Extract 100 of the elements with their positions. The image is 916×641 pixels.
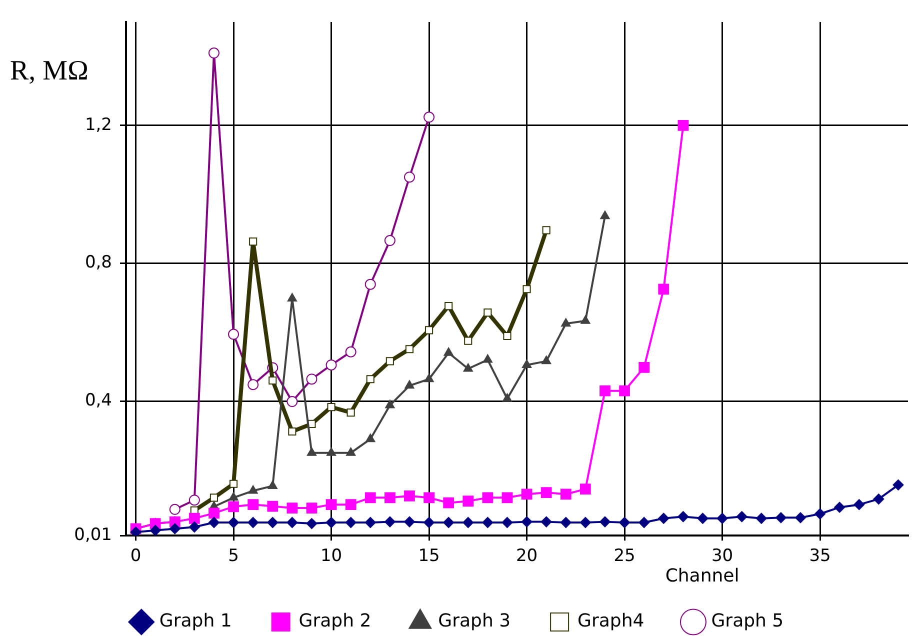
- point: [188, 512, 200, 524]
- legend-label: Graph 1: [159, 610, 232, 632]
- y-tick-label: 1,2: [84, 114, 112, 135]
- x-tick-label: 0: [130, 546, 142, 566]
- point: [502, 517, 513, 528]
- point: [345, 517, 356, 528]
- point: [188, 494, 200, 506]
- point: [619, 385, 630, 396]
- point: [248, 379, 259, 390]
- point: [228, 517, 240, 528]
- point: [346, 447, 356, 456]
- point: [208, 48, 220, 59]
- y-tick-label: 0,4: [84, 390, 112, 411]
- point: [599, 516, 610, 528]
- point: [522, 285, 531, 294]
- point: [364, 492, 376, 504]
- x-tick-label: 10: [320, 546, 342, 566]
- point: [482, 354, 493, 363]
- legend-label: Graph 3: [438, 610, 511, 632]
- point: [444, 302, 453, 310]
- x-tick-label: 15: [418, 546, 440, 566]
- point: [678, 511, 689, 522]
- y-axis-title: R, MΩ: [10, 55, 88, 86]
- point: [443, 497, 454, 508]
- point: [268, 480, 278, 489]
- point: [169, 523, 180, 534]
- point: [697, 512, 708, 524]
- point: [208, 508, 220, 519]
- point: [540, 516, 552, 528]
- point: [462, 496, 474, 507]
- point: [540, 487, 552, 498]
- point: [267, 500, 278, 512]
- point: [521, 516, 532, 528]
- point: [306, 518, 318, 530]
- point: [482, 492, 494, 504]
- point: [326, 447, 336, 456]
- point: [462, 517, 474, 528]
- point: [756, 512, 767, 524]
- point: [638, 362, 650, 373]
- legend-label: Graph 2: [298, 610, 372, 632]
- point: [443, 517, 454, 528]
- point: [327, 402, 336, 412]
- legend-label: Graph 5: [711, 610, 784, 632]
- point: [463, 363, 473, 372]
- point: [502, 393, 512, 402]
- point: [188, 521, 200, 532]
- point: [384, 492, 396, 504]
- point: [424, 517, 435, 528]
- point: [228, 492, 238, 501]
- point: [464, 336, 472, 345]
- point: [268, 376, 277, 385]
- point: [366, 434, 376, 442]
- point: [658, 284, 670, 295]
- point: [248, 485, 258, 494]
- point: [326, 359, 337, 370]
- point: [364, 278, 376, 290]
- point: [678, 120, 689, 131]
- point: [484, 308, 492, 317]
- point: [522, 359, 532, 368]
- point: [346, 408, 355, 417]
- point: [169, 504, 180, 515]
- point: [424, 492, 434, 504]
- x-tick-label: 5: [228, 546, 239, 566]
- point: [404, 516, 415, 528]
- point: [502, 492, 513, 504]
- point: [560, 488, 572, 500]
- legend-label: Graph4: [578, 610, 644, 632]
- point: [364, 517, 376, 528]
- point: [366, 375, 374, 384]
- point: [580, 517, 591, 528]
- point: [228, 328, 240, 340]
- y-tick-label: 0,01: [74, 525, 112, 546]
- point: [541, 356, 552, 364]
- point: [386, 357, 394, 366]
- point: [306, 374, 318, 385]
- point: [424, 374, 434, 382]
- point: [229, 480, 238, 488]
- point: [638, 517, 650, 528]
- point: [424, 112, 435, 123]
- point: [444, 347, 454, 356]
- point: [228, 501, 239, 512]
- point: [150, 524, 161, 536]
- point: [248, 499, 259, 510]
- point: [345, 346, 356, 358]
- point: [716, 512, 728, 524]
- point: [775, 512, 786, 524]
- point: [580, 315, 590, 324]
- x-tick-label: 20: [516, 546, 538, 566]
- x-tick-label: 35: [809, 546, 831, 566]
- point: [267, 517, 278, 528]
- point: [561, 318, 571, 327]
- point: [404, 380, 414, 389]
- x-tick-label: 25: [614, 546, 636, 566]
- point: [306, 502, 318, 514]
- point: [794, 512, 806, 524]
- point: [326, 499, 337, 510]
- point: [658, 512, 670, 524]
- point: [503, 332, 512, 340]
- point: [287, 292, 298, 302]
- point: [286, 517, 298, 528]
